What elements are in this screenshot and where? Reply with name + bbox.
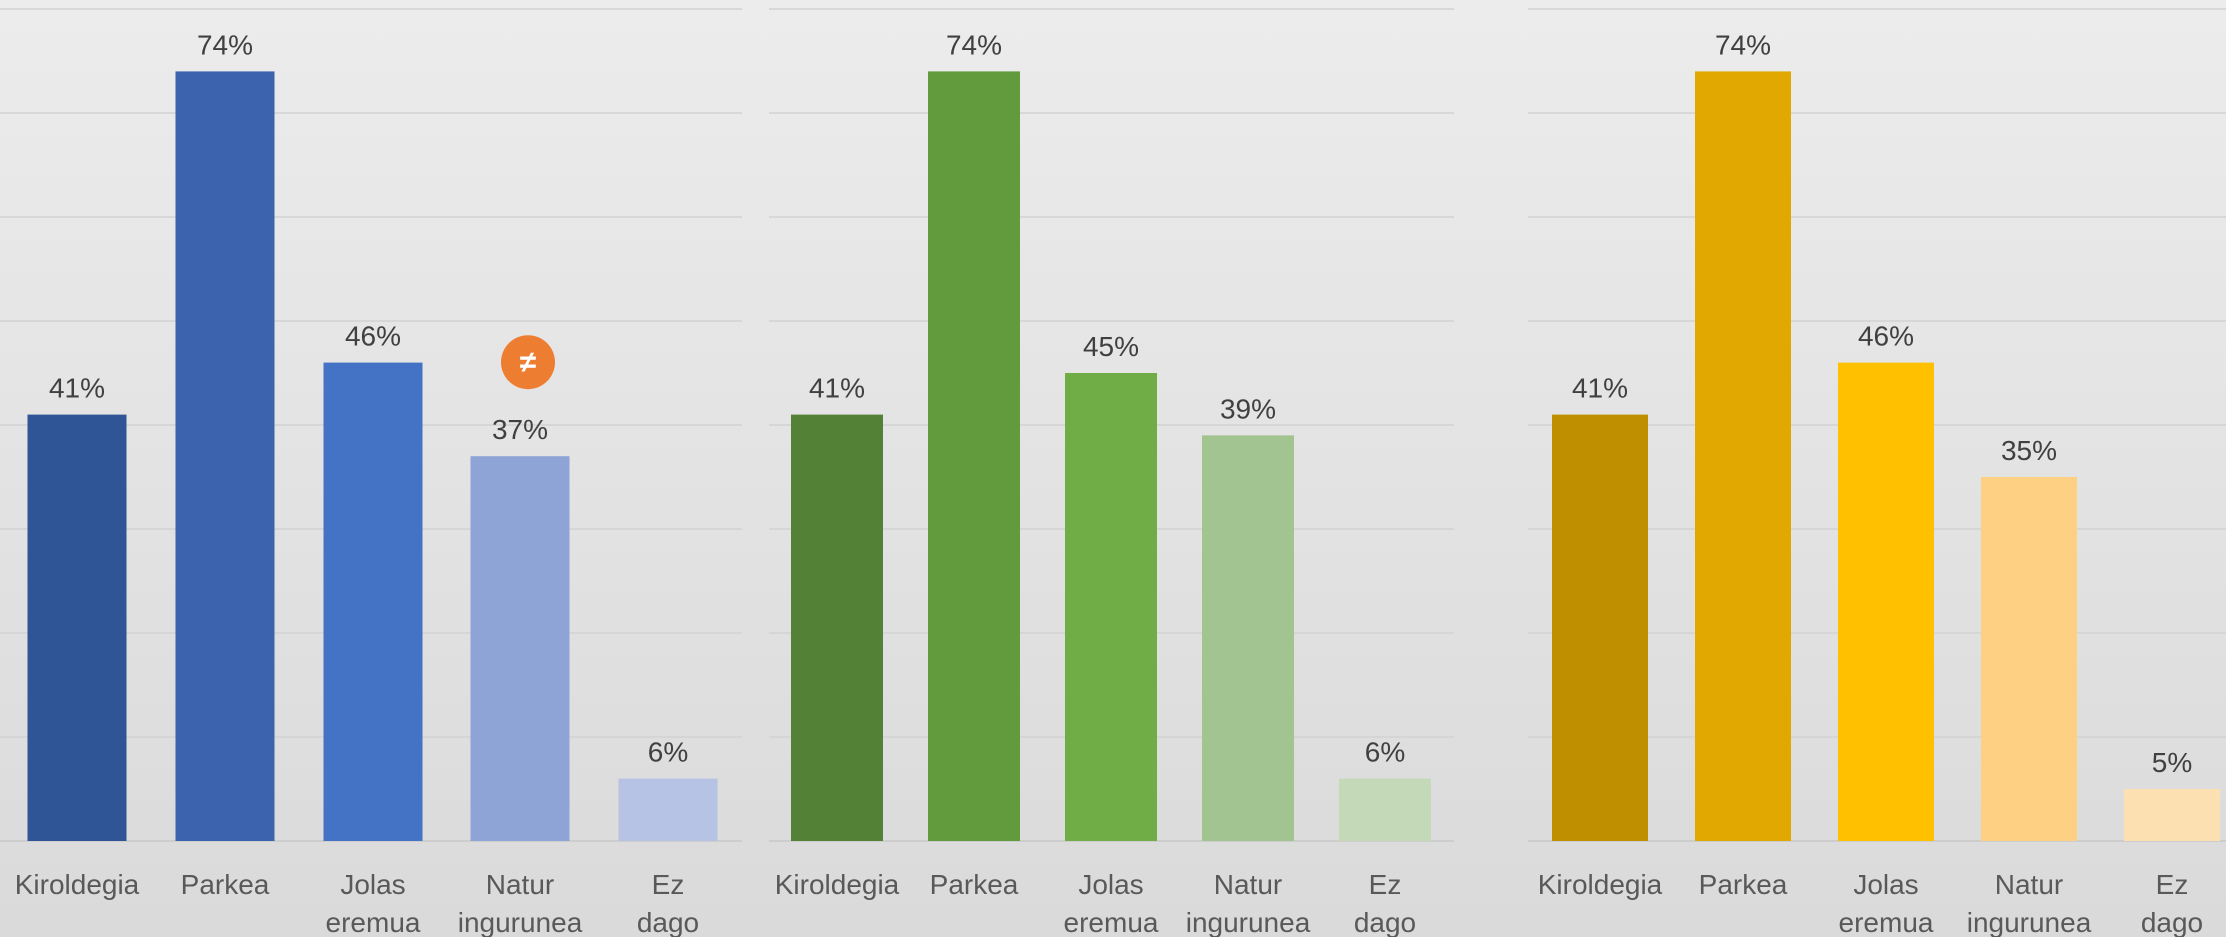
badge-symbol: ≠ [520, 346, 537, 379]
data-label: 6% [1365, 737, 1405, 768]
category-tick-label: Kiroldegia [775, 869, 900, 900]
bar [2124, 789, 2220, 841]
bar [791, 414, 883, 841]
data-label: 74% [946, 29, 1002, 60]
data-label: 41% [1572, 373, 1628, 404]
bar [27, 414, 127, 841]
bar [1339, 778, 1431, 841]
category-tick-label: Ez dago [2141, 869, 2203, 937]
bar [323, 362, 423, 841]
bar [1838, 362, 1934, 841]
data-label: 74% [1715, 29, 1771, 60]
chart-panel-3: 41% Kiroldegia 74% Parkea 46% Jolas eremua 35% N… [1528, 8, 2226, 937]
chart-panel-2: 41% Kiroldegia 74% Parkea 45% Jolas eremua 39% N… [769, 8, 1454, 937]
category-tick-label: Jolas eremua [1064, 869, 1159, 937]
data-label: 46% [1858, 321, 1914, 352]
bar [618, 778, 718, 841]
bar [470, 456, 570, 841]
bar [1695, 71, 1791, 841]
data-label: 5% [2152, 747, 2192, 778]
category-tick-label: Parkea [181, 869, 270, 900]
category-tick-label: Natur ingurunea [1967, 869, 2092, 937]
category-tick-label: Kiroldegia [1538, 869, 1663, 900]
category-tick-label: Natur ingurunea [1186, 869, 1311, 937]
bar [1202, 435, 1294, 841]
category-tick-label: Natur ingurunea [458, 869, 583, 937]
data-label: 74% [197, 29, 253, 60]
category-tick-label: Jolas eremua [1839, 869, 1934, 937]
data-label: 37% [492, 414, 548, 445]
bar [928, 71, 1020, 841]
data-label: 41% [49, 373, 105, 404]
category-tick-label: Parkea [930, 869, 1019, 900]
data-label: 39% [1220, 393, 1276, 424]
data-label: 46% [345, 321, 401, 352]
data-label: 41% [809, 373, 865, 404]
bar [1552, 414, 1648, 841]
chart-panel-1: 41% Kiroldegia 74% Parkea 46% Jolas eremua 37% N… [0, 8, 742, 937]
badge-icon [501, 335, 555, 390]
data-label: 45% [1083, 331, 1139, 362]
data-label: 6% [648, 737, 688, 768]
bar [175, 71, 275, 841]
category-tick-label: Ez dago [637, 869, 699, 937]
bar [1981, 477, 2077, 841]
category-tick-label: Jolas eremua [326, 869, 421, 937]
bar [1065, 373, 1157, 841]
category-tick-label: Parkea [1699, 869, 1788, 900]
data-label: 35% [2001, 435, 2057, 466]
category-tick-label: Ez dago [1354, 869, 1416, 937]
category-tick-label: Kiroldegia [15, 869, 140, 900]
